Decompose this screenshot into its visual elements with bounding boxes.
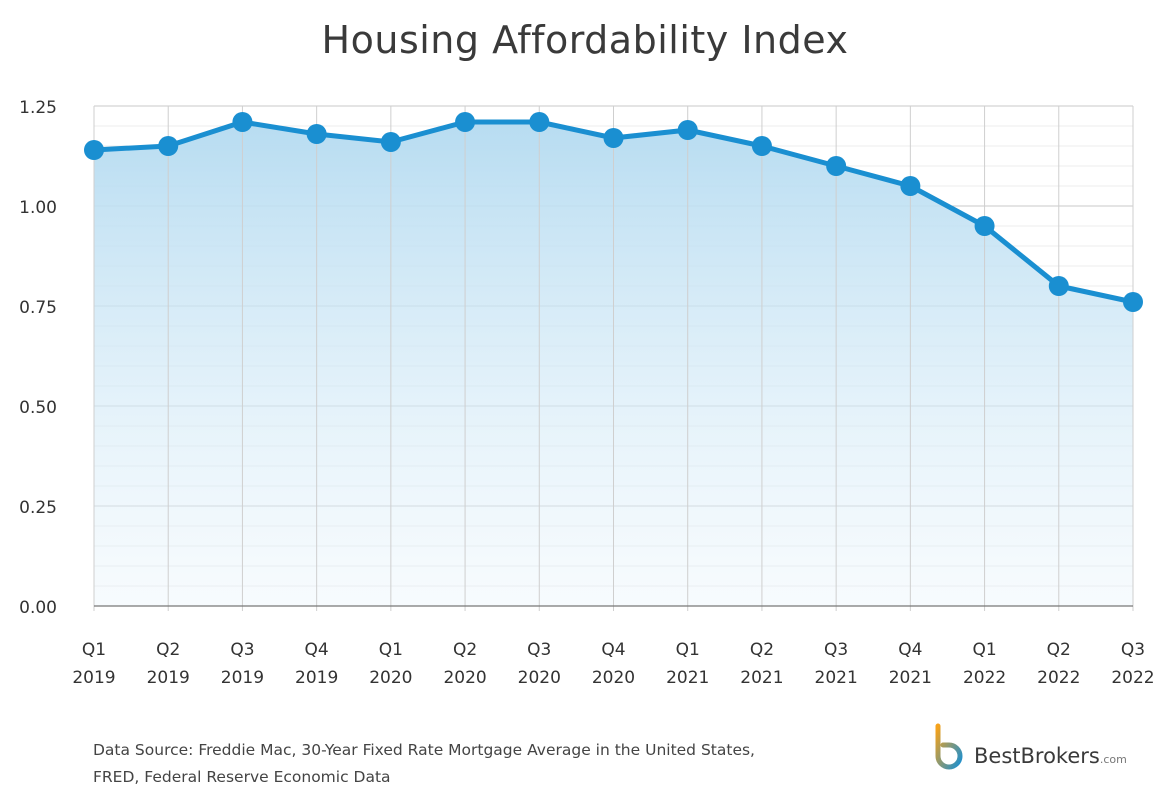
brand-name: BestBrokers.com: [974, 744, 1127, 768]
x-tick-label: Q4 2021: [889, 640, 932, 688]
x-tick-label: Q1 2020: [369, 640, 412, 688]
y-tick-label: 0.00: [19, 598, 57, 618]
source-line-1: Data Source: Freddie Mac, 30-Year Fixed …: [93, 741, 755, 759]
x-tick-label: Q1 2022: [963, 640, 1006, 688]
x-tick-label: Q3 2022: [1111, 640, 1154, 688]
data-point: [826, 156, 847, 176]
data-point: [974, 216, 995, 236]
data-point: [900, 176, 921, 196]
x-tick-label: Q2 2020: [443, 640, 486, 688]
x-tick-label: Q1 2021: [666, 640, 709, 688]
y-tick-label: 0.50: [19, 398, 57, 418]
data-point: [1048, 276, 1069, 296]
x-axis-tick-labels: Q1 2019 Q2 2019 Q3 2019 Q4 2019 Q1 2020 Q2 2020 Q3 20…: [72, 640, 1154, 688]
y-tick-label: 1.00: [19, 198, 57, 218]
data-point: [751, 136, 772, 156]
brand-logo: BestBrokers.com: [930, 722, 1127, 772]
y-tick-label: 0.75: [19, 298, 57, 318]
data-point: [455, 112, 476, 132]
data-point: [603, 128, 624, 148]
x-tick-label: Q1 2019: [72, 640, 115, 688]
data-point: [158, 136, 179, 156]
x-tick-label: Q2 2022: [1037, 640, 1080, 688]
y-tick-label: 0.25: [19, 498, 57, 518]
y-axis-tick-labels: 0.00 0.25 0.50 0.75 1.00 1.25: [19, 98, 57, 618]
x-tick-label: Q2 2021: [740, 640, 783, 688]
brand-suffix: .com: [1099, 753, 1127, 766]
source-line-2: FRED, Federal Reserve Economic Data: [93, 768, 391, 786]
data-points: [84, 112, 1143, 312]
bestbrokers-logo-icon: [935, 723, 963, 770]
x-tick-label: Q3 2020: [518, 640, 561, 688]
brand-name-text: BestBrokers: [974, 744, 1100, 768]
x-tick-label: Q3 2021: [815, 640, 858, 688]
data-point: [232, 112, 253, 132]
x-tick-label: Q2 2019: [147, 640, 190, 688]
data-point: [84, 140, 104, 160]
x-tick-label: Q4 2020: [592, 640, 635, 688]
y-tick-label: 1.25: [19, 98, 57, 118]
data-point: [677, 120, 698, 140]
data-point: [380, 132, 401, 152]
x-tick-label: Q3 2019: [221, 640, 264, 688]
data-point: [1123, 292, 1143, 312]
data-point: [529, 112, 550, 132]
data-point: [306, 124, 327, 144]
vertical-gridlines: [93, 106, 1134, 611]
chart-title: Housing Affordability Index: [321, 18, 849, 62]
data-source-note: Data Source: Freddie Mac, 30-Year Fixed …: [93, 737, 755, 791]
x-tick-label: Q4 2019: [295, 640, 338, 688]
